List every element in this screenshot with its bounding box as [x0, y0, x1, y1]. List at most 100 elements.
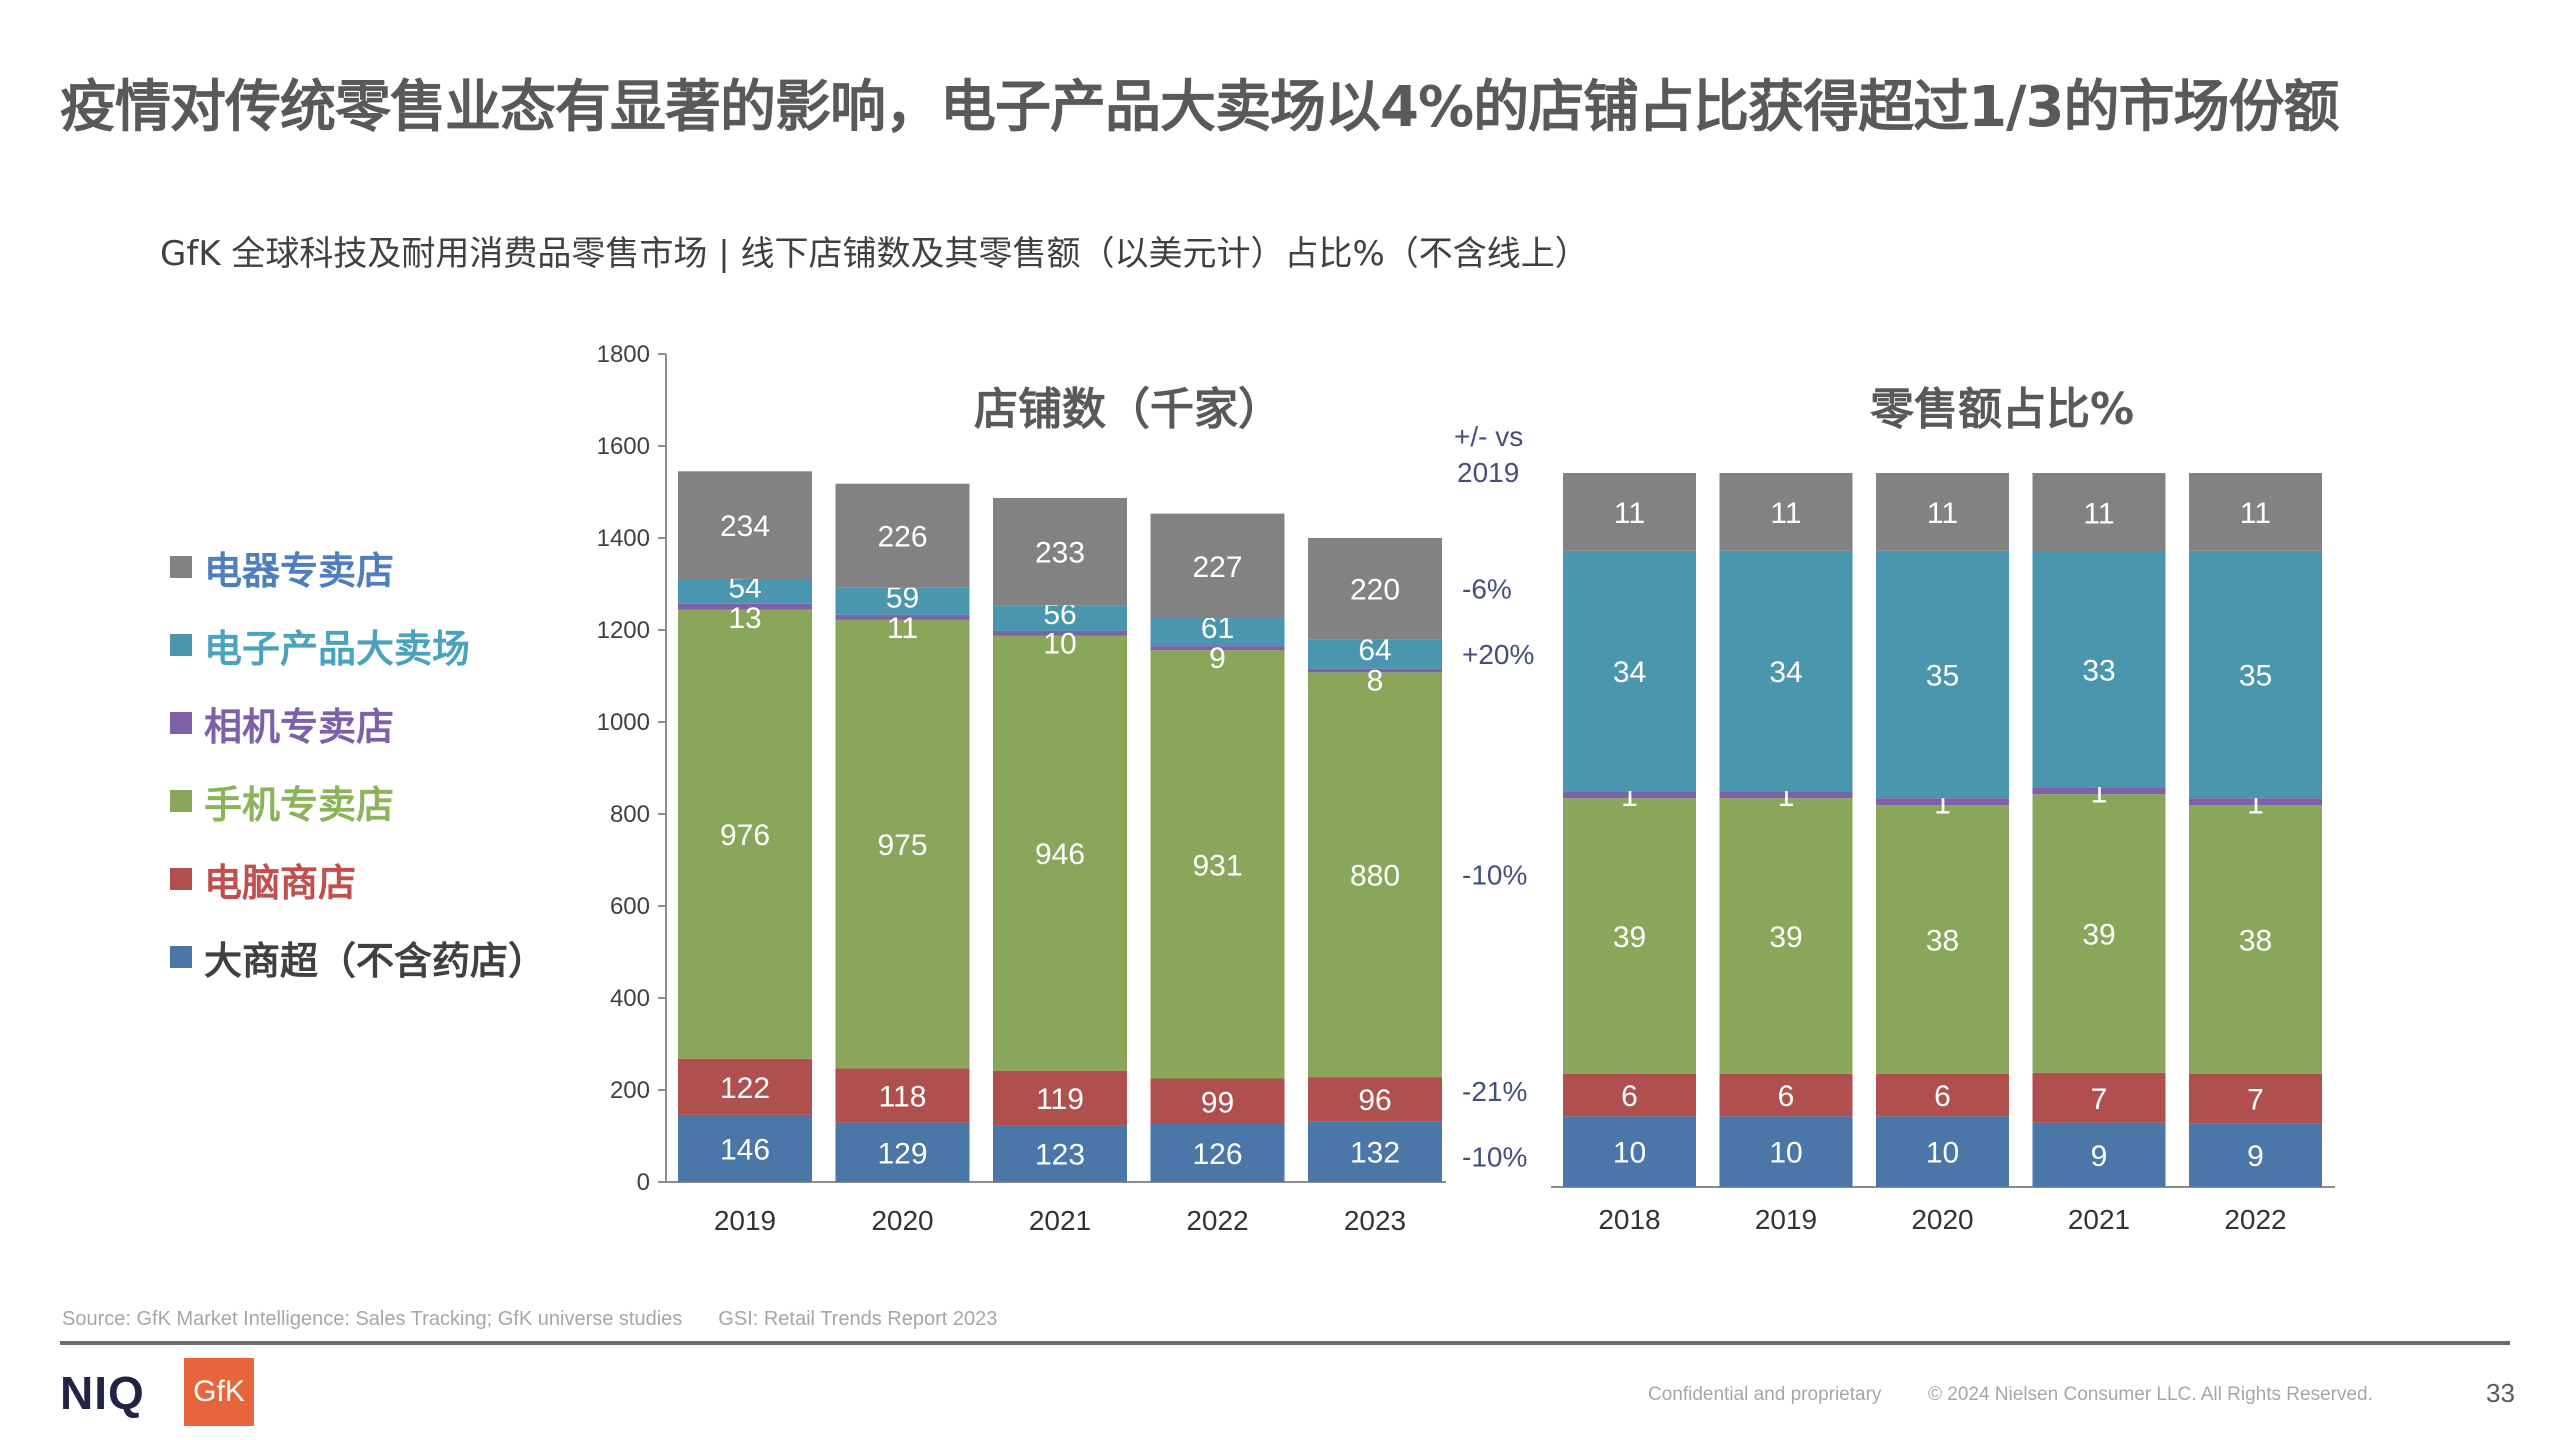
- y-tick-label: 1400: [597, 525, 650, 552]
- legend-label: 相机专卖店: [204, 704, 395, 749]
- x-tick-label: 2021: [2068, 1204, 2130, 1235]
- share-bars: 1063913411106391341110638135119739133119…: [1563, 473, 2322, 1187]
- bar-segment: [835, 1068, 970, 1123]
- legend-item-camera-store: 相机专卖店: [170, 684, 546, 762]
- share-x-labels: 2018 2019 2020 2021 2022: [1598, 1204, 2286, 1235]
- data-label: 10: [1043, 628, 1076, 661]
- legend-item-electronics-hypermarket: 电子产品大卖场: [170, 606, 546, 684]
- bar-segment: [1308, 538, 1442, 640]
- y-tick-label: 200: [610, 1077, 650, 1104]
- bar-segment: [1563, 1116, 1696, 1187]
- data-label: 7: [2247, 1084, 2264, 1117]
- bar-segment: [1150, 646, 1285, 651]
- data-label: 946: [1035, 838, 1085, 871]
- data-label: 13: [728, 602, 761, 635]
- bar-segment: [1150, 618, 1285, 647]
- data-label: 126: [1192, 1138, 1242, 1171]
- data-label: 9: [2091, 1140, 2108, 1173]
- footer-confidential: Confidential and proprietary: [1648, 1384, 1882, 1405]
- bar-segment: [1719, 798, 1853, 1074]
- bar-segment: [1876, 473, 2009, 551]
- y-tick-label: 1000: [597, 709, 650, 736]
- data-label: 39: [2082, 919, 2115, 952]
- legend-label: 大商超（不含药店）: [204, 938, 547, 983]
- data-label: 226: [877, 521, 927, 554]
- bar-segment: [2189, 805, 2322, 1074]
- bar-segment: [1719, 1116, 1853, 1187]
- data-label: 122: [720, 1072, 770, 1105]
- y-tick-label: 800: [610, 801, 650, 828]
- legend-label: 电子产品大卖场: [204, 626, 471, 671]
- annotation-header-line1: +/- vs: [1454, 421, 1523, 452]
- legend-swatch: [170, 790, 192, 812]
- bar-segment: [993, 635, 1127, 1071]
- bar-segment: [2032, 787, 2166, 795]
- bar-segment: [678, 1058, 812, 1115]
- legend-item-mass-merchandiser: 大商超（不含药店）: [170, 918, 546, 996]
- bar-segment: [1308, 672, 1442, 1078]
- bar-segment: [993, 630, 1127, 636]
- data-label: 146: [720, 1133, 770, 1166]
- bar-segment: [678, 609, 812, 1059]
- data-label: 10: [1769, 1137, 1802, 1170]
- data-label: 9: [2247, 1140, 2264, 1173]
- legend-item-phone-store: 手机专卖店: [170, 762, 546, 840]
- bar-segment: [1308, 1077, 1442, 1122]
- bar-segment: [1719, 473, 1853, 551]
- data-label: 880: [1350, 860, 1400, 893]
- data-label: 35: [1926, 659, 1959, 692]
- legend-swatch: [170, 556, 192, 578]
- data-label: 11: [1770, 497, 1801, 530]
- legend-swatch: [170, 946, 192, 968]
- bar-segment: [2032, 551, 2166, 788]
- x-tick-label: 2020: [871, 1205, 933, 1236]
- data-label: 33: [2082, 654, 2115, 687]
- bar-segment: [2189, 798, 2322, 806]
- data-label: 6: [1934, 1080, 1951, 1113]
- bar-segment: [2032, 473, 2166, 552]
- x-tick-label: 2018: [1598, 1204, 1660, 1235]
- bar-segment: [2032, 1072, 2166, 1123]
- bar-segment: [2189, 473, 2322, 551]
- data-label: 96: [1358, 1084, 1391, 1117]
- store-annotations: -6% +20% -10% -21% -10%: [1462, 574, 1534, 1173]
- bar-segment: [1876, 1116, 2009, 1187]
- data-label: 7: [2091, 1083, 2108, 1116]
- bar-segment: [678, 578, 812, 604]
- data-label: 10: [1613, 1137, 1646, 1170]
- data-label: 132: [1350, 1137, 1400, 1170]
- change-annotation: -21%: [1462, 1076, 1527, 1107]
- data-label: 6: [1778, 1080, 1795, 1113]
- share-chart-title: 零售额占比%: [1870, 384, 2134, 435]
- y-tick-label: 1600: [597, 433, 650, 460]
- bar-segment: [1150, 513, 1285, 619]
- data-label: 118: [879, 1081, 927, 1114]
- bar-segment: [1719, 791, 1853, 799]
- legend-label: 电器专卖店: [204, 548, 395, 593]
- data-label: 11: [887, 612, 918, 645]
- footer-divider: [60, 1341, 2510, 1345]
- data-label: 233: [1035, 537, 1085, 570]
- bar-segment: [1719, 550, 1853, 792]
- bar-segment: [1563, 798, 1696, 1074]
- store-chart-title: 店铺数（千家）: [974, 384, 1282, 435]
- sales-share-chart: 零售额占比% 106391341110639134111063813511973…: [1551, 384, 2335, 1235]
- source-text: Source: GfK Market Intelligence: Sales T…: [62, 1308, 683, 1330]
- data-label: 34: [1769, 656, 1802, 689]
- legend-swatch: [170, 634, 192, 656]
- bar-segment: [1719, 1073, 1853, 1117]
- bar-segment: [1308, 1121, 1442, 1182]
- annotation-header-line2: 2019: [1457, 457, 1519, 488]
- y-tick-label: 400: [610, 985, 650, 1012]
- data-label: 931: [1192, 849, 1242, 882]
- data-label: 35: [2239, 659, 2272, 692]
- bar-segment: [2189, 550, 2322, 799]
- data-label: 975: [877, 829, 927, 862]
